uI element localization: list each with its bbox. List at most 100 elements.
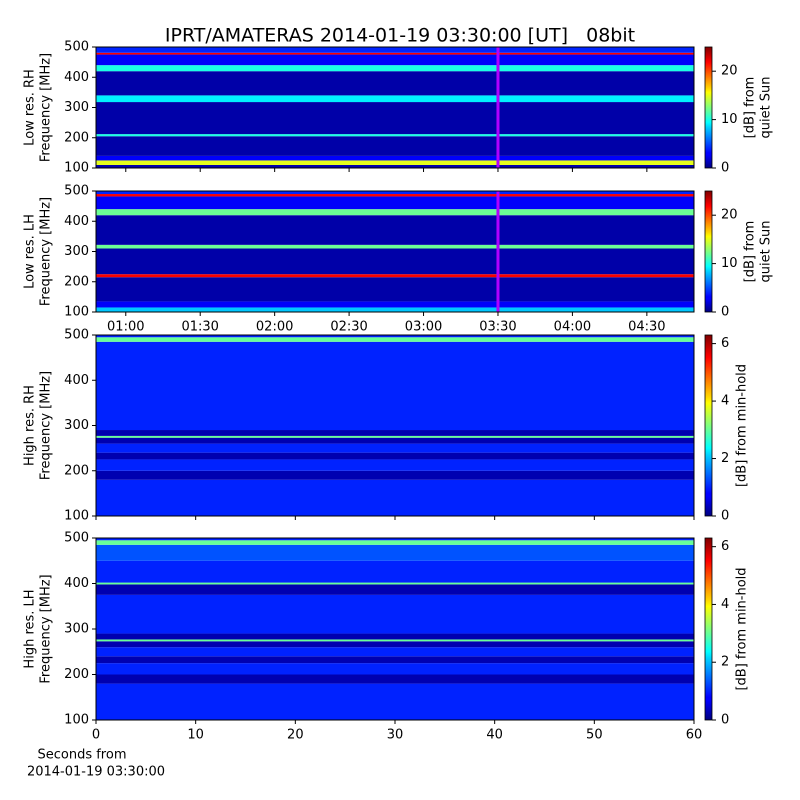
colorbar-tick-label: 4	[721, 394, 729, 409]
spectrum-band	[96, 196, 694, 210]
colorbar-label: quiet Sun	[759, 76, 774, 138]
x-tick-label: 04:30	[628, 320, 665, 335]
spectrum-band	[96, 560, 694, 583]
colorbar	[704, 537, 713, 721]
y-tick-label: 100	[64, 713, 89, 728]
x-tick-label: 01:30	[181, 320, 218, 335]
spectrum-band	[96, 244, 694, 249]
colorbar	[704, 190, 713, 313]
colorbar-label: [dB] from	[743, 77, 758, 139]
spectrum-band	[96, 52, 694, 55]
x-tick-label: 40	[486, 728, 503, 743]
chart-title: IPRT/AMATERAS 2014-01-19 03:30:00 [UT] 0…	[165, 25, 635, 47]
y-axis-label: Low res. LH	[23, 214, 38, 289]
colorbar-tick-label: 10	[721, 256, 738, 271]
spectrum-band	[96, 191, 694, 195]
colorbar-tick-label: 0	[721, 713, 729, 728]
y-tick-label: 300	[64, 418, 89, 433]
spectrum-band	[96, 134, 694, 137]
x-tick-label: 01:00	[107, 320, 144, 335]
spectrum-band	[96, 430, 694, 436]
spectrum-band	[96, 155, 694, 161]
spectrum-band	[96, 443, 694, 453]
spectrum-band	[96, 274, 694, 278]
spectrum-band	[96, 540, 694, 545]
spectrum-band	[96, 479, 694, 516]
spectrum-band	[96, 194, 694, 197]
spectrum-band	[96, 47, 694, 53]
colorbar-label: quiet Sun	[759, 220, 774, 282]
colorbar-label: [dB] from min-hold	[735, 364, 750, 487]
spectrum-band	[96, 71, 694, 96]
y-tick-label: 100	[64, 305, 89, 320]
y-axis-label: Frequency [MHz]	[39, 197, 54, 306]
y-tick-label: 200	[64, 274, 89, 289]
y-axis-label: Low res. RH	[23, 69, 38, 146]
y-axis-label: Frequency [MHz]	[39, 53, 54, 162]
x-tick-label: 10	[187, 728, 204, 743]
spectrum-band	[96, 136, 694, 156]
y-axis-label: High res. RH	[23, 385, 38, 466]
y-tick-label: 500	[64, 328, 89, 343]
y-tick-label: 400	[64, 373, 89, 388]
y-tick-label: 200	[64, 463, 89, 478]
spectrum-band	[96, 337, 694, 342]
spectrum-band	[96, 639, 694, 642]
colorbar-tick-label: 6	[721, 336, 729, 351]
colorbar-tick-label: 2	[721, 655, 729, 670]
y-tick-label: 500	[64, 184, 89, 199]
x-tick-label: 02:30	[330, 320, 367, 335]
spectrum-band	[96, 160, 694, 165]
colorbar-tick-label: 0	[721, 509, 729, 524]
spectrum-band	[96, 683, 694, 720]
y-tick-label: 200	[64, 667, 89, 682]
x-tick-label: 60	[686, 728, 703, 743]
spectrum-band	[96, 335, 694, 338]
y-tick-label: 200	[64, 130, 89, 145]
spectrum-band	[96, 54, 694, 66]
y-tick-label: 300	[64, 622, 89, 637]
y-tick-label: 500	[64, 531, 89, 546]
colorbar-tick-label: 0	[721, 305, 729, 320]
y-tick-label: 300	[64, 244, 89, 259]
y-tick-label: 100	[64, 161, 89, 176]
y-axis-label: Frequency [MHz]	[39, 574, 54, 683]
spectrum-band	[96, 452, 694, 460]
spectrum-band	[96, 594, 694, 634]
spectrum-band	[96, 215, 694, 245]
spectrum-band	[96, 584, 694, 595]
spectrum-band	[96, 277, 694, 302]
colorbar-tick-label: 20	[721, 208, 738, 223]
spectrum-band	[96, 470, 694, 480]
colorbar-tick-label: 0	[721, 161, 729, 176]
colorbar-tick-label: 4	[721, 597, 729, 612]
colorbar	[704, 46, 713, 169]
y-tick-label: 400	[64, 70, 89, 85]
spectrum-band	[96, 435, 694, 438]
spectrum-band	[96, 301, 694, 308]
spectrum-band	[96, 437, 694, 444]
spectrum-band	[96, 538, 694, 541]
y-tick-label: 400	[64, 576, 89, 591]
spectrum-band	[96, 102, 694, 135]
spectrum-band	[96, 95, 694, 103]
spectrum-band	[96, 459, 694, 471]
spectrum-band	[96, 674, 694, 684]
spectrum-band	[96, 341, 694, 431]
colorbar-tick-label: 20	[721, 64, 738, 79]
spectrum-band	[96, 164, 694, 168]
spectrum-band	[96, 582, 694, 585]
spectrum-band	[96, 307, 694, 312]
spectrum-band	[96, 641, 694, 648]
y-tick-label: 100	[64, 509, 89, 524]
spectrum-band	[96, 647, 694, 657]
x-axis-label: Seconds from	[37, 748, 126, 763]
x-tick-label: 04:00	[554, 320, 591, 335]
colorbar-tick-label: 6	[721, 539, 729, 554]
spectrum-band	[96, 633, 694, 640]
y-tick-label: 500	[64, 40, 89, 55]
x-tick-label: 20	[287, 728, 304, 743]
spectrum-band	[96, 209, 694, 216]
spectrum-band	[96, 663, 694, 675]
